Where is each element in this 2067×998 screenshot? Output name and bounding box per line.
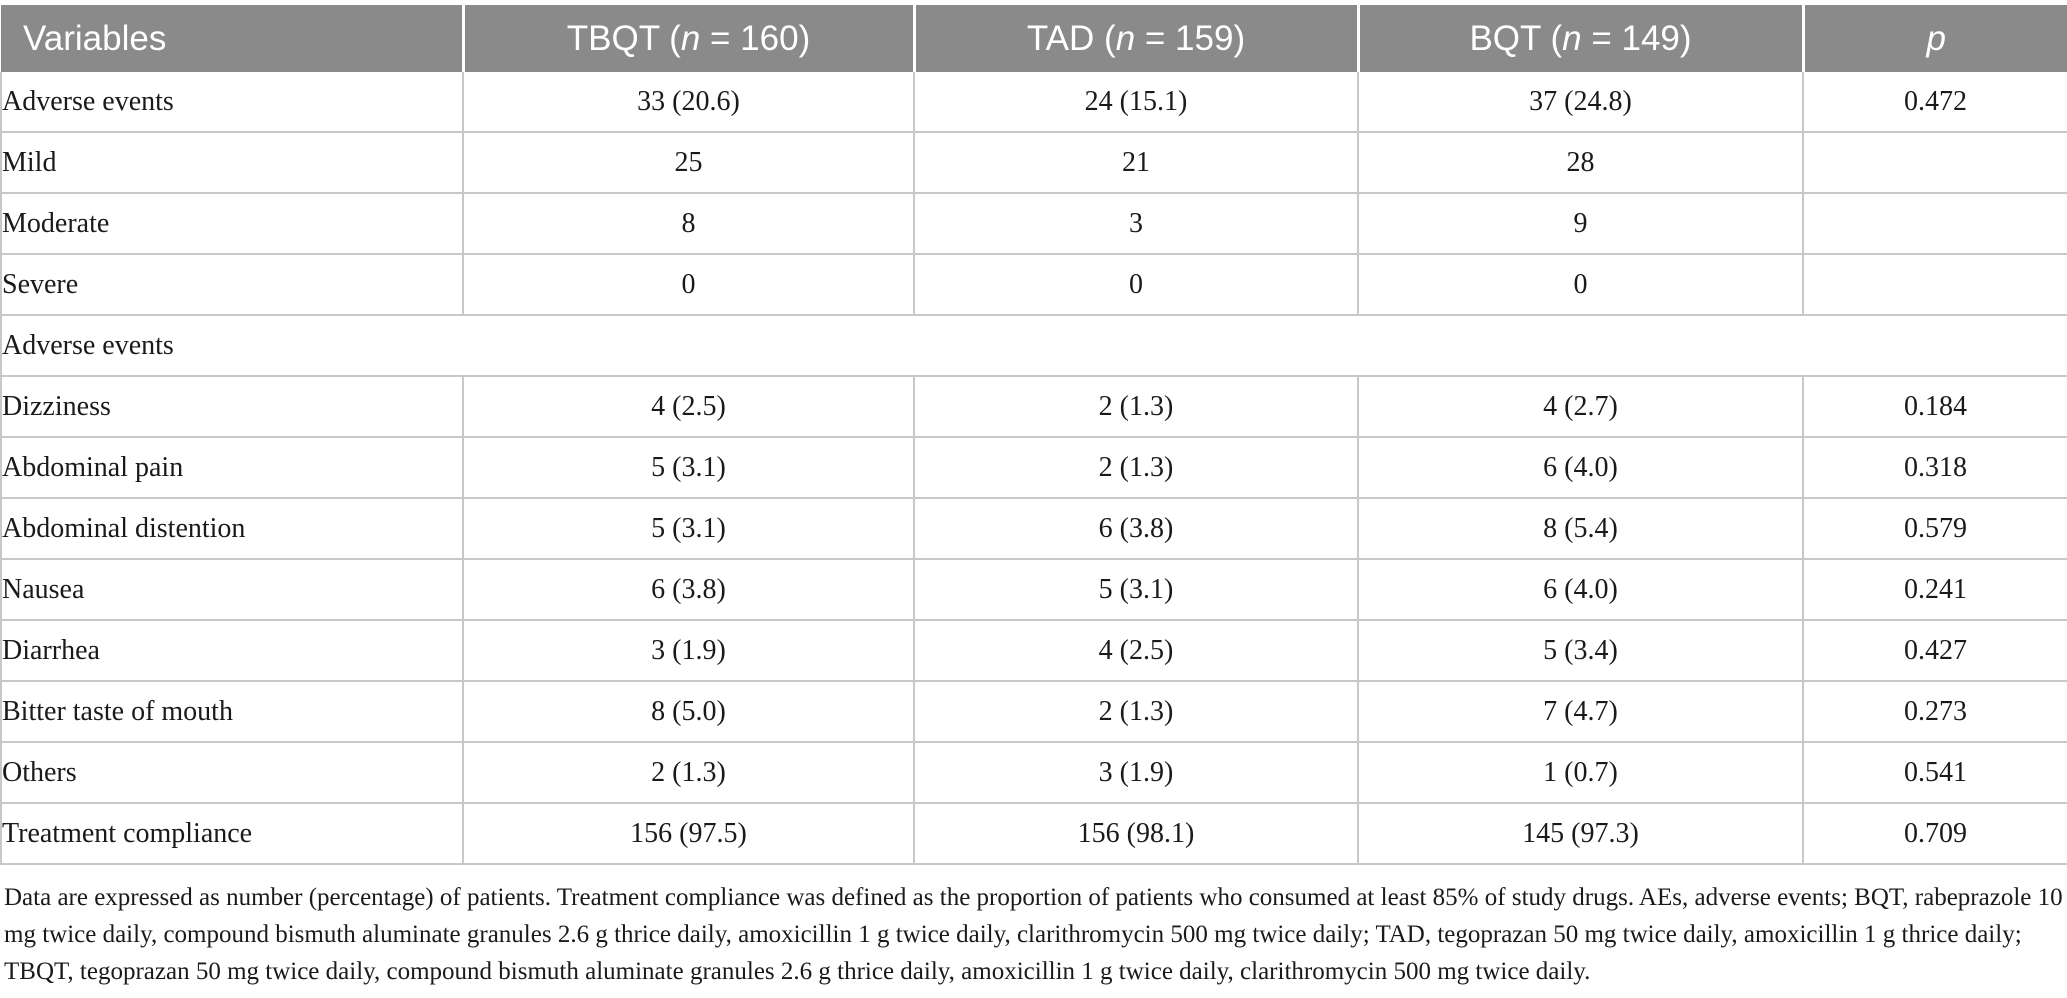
cell-tbqt: 5 (3.1) xyxy=(462,498,914,560)
cell-tbqt: 4 (2.5) xyxy=(462,376,914,438)
col-header-bqt-n: n xyxy=(1562,18,1582,58)
cell-tbqt: 8 xyxy=(462,193,914,255)
cell-p: 0.472 xyxy=(1802,72,2067,133)
cell-tbqt: 25 xyxy=(462,132,914,194)
col-header-variables: Variables xyxy=(1,5,463,72)
cell-tbqt: 6 (3.8) xyxy=(462,559,914,621)
row-label: Diarrhea xyxy=(0,620,463,682)
row-label: Others xyxy=(0,742,463,804)
cell-bqt: 9 xyxy=(1357,193,1803,255)
table-row-bitter-taste: Bitter taste of mouth 8 (5.0) 2 (1.3) 7 … xyxy=(0,681,2067,743)
cell-tad: 2 (1.3) xyxy=(913,437,1358,499)
row-label: Nausea xyxy=(0,559,463,621)
col-header-tbqt: TBQT (n = 160) xyxy=(461,5,914,72)
cell-bqt: 145 (97.3) xyxy=(1357,803,1803,865)
row-label: Severe xyxy=(0,254,463,316)
cell-p: 0.709 xyxy=(1802,803,2067,865)
adverse-events-table: Variables TBQT (n = 160) TAD (n = 159) B… xyxy=(0,5,2067,865)
cell-p: 0.241 xyxy=(1802,559,2067,621)
table-row-moderate: Moderate 8 3 9 xyxy=(0,193,2067,255)
cell-tad: 0 xyxy=(913,254,1358,316)
cell-tbqt: 33 (20.6) xyxy=(462,72,914,133)
table-row-others: Others 2 (1.3) 3 (1.9) 1 (0.7) 0.541 xyxy=(0,742,2067,804)
table-row-treatment-compliance: Treatment compliance 156 (97.5) 156 (98.… xyxy=(0,803,2067,865)
table-row-abdominal-pain: Abdominal pain 5 (3.1) 2 (1.3) 6 (4.0) 0… xyxy=(0,437,2067,499)
table-footnote: Data are expressed as number (percentage… xyxy=(4,884,2063,985)
cell-bqt: 0 xyxy=(1357,254,1803,316)
cell-p: 0.427 xyxy=(1802,620,2067,682)
cell-p: 0.184 xyxy=(1802,376,2067,438)
cell-tad: 6 (3.8) xyxy=(913,498,1358,560)
section-label: Adverse events xyxy=(0,315,2067,377)
row-label: Bitter taste of mouth xyxy=(0,681,463,743)
cell-bqt: 4 (2.7) xyxy=(1357,376,1803,438)
col-header-tad-prefix: TAD ( xyxy=(1026,18,1116,58)
cell-bqt: 7 (4.7) xyxy=(1357,681,1803,743)
cell-tbqt: 3 (1.9) xyxy=(462,620,914,682)
col-header-bqt-suffix: = 149) xyxy=(1581,18,1692,58)
cell-bqt: 28 xyxy=(1357,132,1803,194)
row-label: Moderate xyxy=(0,193,463,255)
row-label: Abdominal distention xyxy=(0,498,463,560)
row-label: Adverse events xyxy=(0,72,463,133)
cell-bqt: 8 (5.4) xyxy=(1357,498,1803,560)
cell-tad: 3 (1.9) xyxy=(913,742,1358,804)
table-header-row: Variables TBQT (n = 160) TAD (n = 159) B… xyxy=(1,5,2067,72)
table-row-adverse-events: Adverse events 33 (20.6) 24 (15.1) 37 (2… xyxy=(0,72,2067,133)
col-header-tbqt-n: n xyxy=(680,18,701,58)
table-row-mild: Mild 25 21 28 xyxy=(0,132,2067,194)
cell-tbqt: 0 xyxy=(462,254,914,316)
col-header-tad: TAD (n = 159) xyxy=(912,5,1358,72)
col-header-p: p xyxy=(1801,5,2067,72)
col-header-p-label: p xyxy=(1926,18,1946,58)
cell-p xyxy=(1802,254,2067,316)
cell-tad: 156 (98.1) xyxy=(913,803,1358,865)
cell-bqt: 37 (24.8) xyxy=(1357,72,1803,133)
cell-p xyxy=(1802,132,2067,194)
col-header-tad-suffix: = 159) xyxy=(1135,18,1246,58)
cell-tad: 5 (3.1) xyxy=(913,559,1358,621)
cell-tad: 3 xyxy=(913,193,1358,255)
cell-p: 0.579 xyxy=(1802,498,2067,560)
cell-bqt: 1 (0.7) xyxy=(1357,742,1803,804)
table-section-row: Adverse events xyxy=(0,315,2067,377)
cell-tad: 2 (1.3) xyxy=(913,681,1358,743)
table-row-diarrhea: Diarrhea 3 (1.9) 4 (2.5) 5 (3.4) 0.427 xyxy=(0,620,2067,682)
cell-tad: 4 (2.5) xyxy=(913,620,1358,682)
cell-tad: 24 (15.1) xyxy=(913,72,1358,133)
cell-p: 0.318 xyxy=(1802,437,2067,499)
cell-bqt: 5 (3.4) xyxy=(1357,620,1803,682)
cell-tad: 21 xyxy=(913,132,1358,194)
cell-tbqt: 5 (3.1) xyxy=(462,437,914,499)
table-row-severe: Severe 0 0 0 xyxy=(0,254,2067,316)
cell-p: 0.541 xyxy=(1802,742,2067,804)
cell-tbqt: 2 (1.3) xyxy=(462,742,914,804)
row-label: Dizziness xyxy=(0,376,463,438)
cell-p: 0.273 xyxy=(1802,681,2067,743)
cell-tbqt: 156 (97.5) xyxy=(462,803,914,865)
col-header-bqt-prefix: BQT ( xyxy=(1469,18,1563,58)
col-header-tad-n: n xyxy=(1115,18,1136,58)
col-header-bqt: BQT (n = 149) xyxy=(1356,5,1803,72)
row-label: Abdominal pain xyxy=(0,437,463,499)
row-label: Treatment compliance xyxy=(0,803,463,865)
cell-p xyxy=(1802,193,2067,255)
col-header-tbqt-suffix: = 160) xyxy=(700,18,811,58)
cell-bqt: 6 (4.0) xyxy=(1357,559,1803,621)
col-header-tbqt-prefix: TBQT ( xyxy=(566,18,681,58)
table-row-abdominal-distention: Abdominal distention 5 (3.1) 6 (3.8) 8 (… xyxy=(0,498,2067,560)
cell-tad: 2 (1.3) xyxy=(913,376,1358,438)
cell-bqt: 6 (4.0) xyxy=(1357,437,1803,499)
row-label: Mild xyxy=(0,132,463,194)
cell-tbqt: 8 (5.0) xyxy=(462,681,914,743)
table-row-nausea: Nausea 6 (3.8) 5 (3.1) 6 (4.0) 0.241 xyxy=(0,559,2067,621)
table-row-dizziness: Dizziness 4 (2.5) 2 (1.3) 4 (2.7) 0.184 xyxy=(0,376,2067,438)
